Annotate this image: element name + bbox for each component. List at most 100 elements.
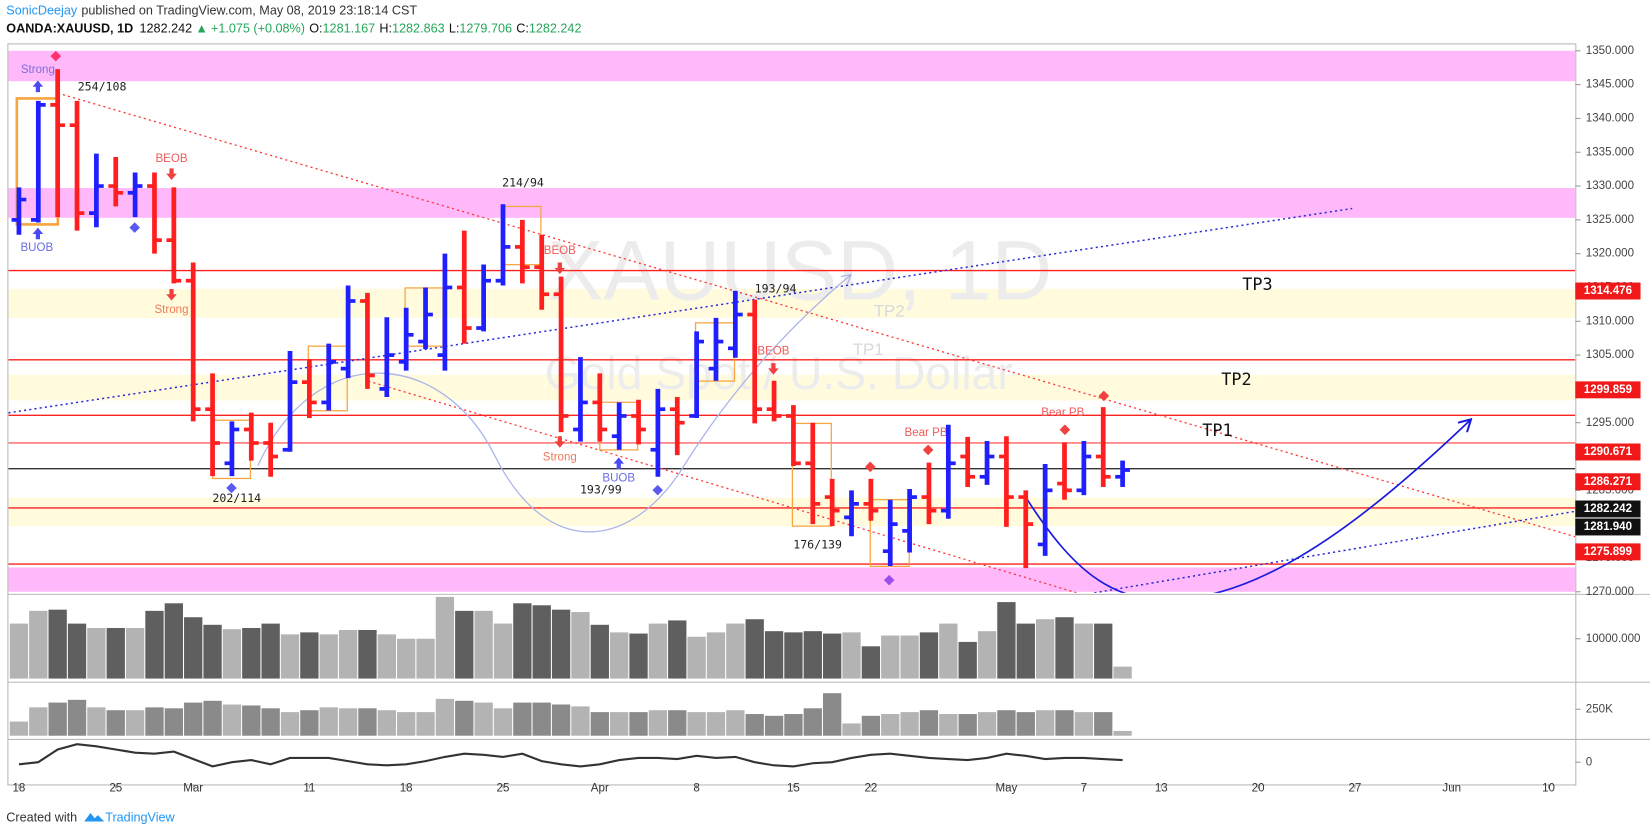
marker bbox=[883, 574, 895, 586]
price-label-box bbox=[1575, 381, 1641, 399]
volume-bar bbox=[106, 627, 125, 679]
y-tick-label: 1270.000 bbox=[1586, 585, 1634, 598]
volume-bar bbox=[610, 712, 629, 736]
zone bbox=[8, 374, 1576, 401]
zone bbox=[8, 288, 1576, 318]
price-label: 1282.242 bbox=[1584, 502, 1632, 515]
volume-bar bbox=[861, 646, 881, 679]
ohlc-label: H: bbox=[379, 22, 392, 36]
annotations: Strong BUOB 254/108 BEOB Strong 214/94 B… bbox=[20, 63, 1272, 552]
ohlc-label: O: bbox=[309, 22, 322, 36]
volume-bar bbox=[881, 635, 900, 679]
volume-bar bbox=[261, 623, 280, 679]
volume-bar bbox=[455, 700, 474, 736]
volume-bar bbox=[842, 632, 861, 679]
volume-bar bbox=[823, 693, 842, 736]
volume-bar bbox=[125, 627, 145, 679]
oscillator-line bbox=[18, 743, 1123, 768]
volume-bar bbox=[222, 629, 242, 679]
annotation: BEOB bbox=[544, 244, 576, 257]
marker bbox=[652, 484, 663, 496]
volume-bar bbox=[280, 634, 300, 679]
volume-bar bbox=[997, 602, 1016, 679]
volume-bar bbox=[358, 629, 377, 679]
annotation: BUOB bbox=[20, 241, 53, 254]
volume-bar bbox=[823, 633, 842, 679]
volume-bar bbox=[590, 712, 609, 736]
x-tick-label: 18 bbox=[13, 782, 26, 795]
volume-bar bbox=[455, 610, 474, 679]
marker bbox=[32, 227, 44, 240]
volume-bar bbox=[939, 623, 958, 679]
volume-bar bbox=[551, 704, 571, 736]
x-tick-label: 22 bbox=[864, 782, 877, 795]
price-label-box bbox=[1575, 443, 1641, 461]
x-tick-label: 10 bbox=[1542, 782, 1555, 795]
volume-bar bbox=[87, 627, 106, 679]
symbol: OANDA:XAUUSD, 1D bbox=[6, 22, 133, 36]
volume-bar bbox=[338, 629, 358, 679]
volume-bar bbox=[493, 623, 513, 679]
volume-bar bbox=[803, 631, 822, 679]
y-tick-label: 1310.000 bbox=[1586, 314, 1634, 327]
author[interactable]: SonicDeejay bbox=[6, 4, 78, 18]
volume-bar bbox=[977, 631, 997, 679]
x-tick-label: 18 bbox=[400, 782, 413, 795]
volume-bar bbox=[184, 617, 203, 679]
symbol-line: OANDA:XAUUSD, 1D 1282.242 ▲ +1.075 (+0.08%)… bbox=[6, 22, 581, 36]
price-label: 1299.859 bbox=[1584, 383, 1633, 396]
x-tick-label: 20 bbox=[1252, 782, 1265, 795]
volume-bar bbox=[900, 712, 919, 736]
trend-line bbox=[1094, 510, 1576, 593]
volume-bar bbox=[629, 633, 648, 679]
annotation: Strong bbox=[21, 63, 55, 76]
footer-brand[interactable]: TradingView bbox=[105, 811, 175, 825]
ohlc-value: 1281.167 bbox=[323, 22, 376, 36]
price-label-box bbox=[1575, 473, 1641, 491]
volume-bar bbox=[532, 702, 551, 736]
price-label: 1314.476 bbox=[1584, 284, 1633, 297]
volume-bar bbox=[242, 705, 261, 736]
volume-bar bbox=[1113, 730, 1132, 736]
annotation: 193/94 bbox=[755, 281, 797, 295]
volume-bar bbox=[416, 638, 435, 679]
volume-bar bbox=[67, 623, 87, 679]
y-tick-label: 1340.000 bbox=[1586, 111, 1634, 124]
last-price: 1282.242 bbox=[140, 22, 193, 36]
zone bbox=[8, 188, 1576, 218]
volume-bar bbox=[1094, 623, 1113, 679]
annotation: 254/108 bbox=[78, 79, 127, 93]
watermark-name: Gold Spot / U.S. Dollar bbox=[545, 347, 1013, 399]
x-tick-label: Jun bbox=[1442, 782, 1461, 795]
footer-text: Created with bbox=[6, 811, 77, 825]
y-tick-label: 1335.000 bbox=[1586, 145, 1634, 158]
annotation: 202/114 bbox=[212, 491, 261, 505]
volume-bar bbox=[1016, 623, 1035, 679]
footer-logo bbox=[84, 813, 105, 822]
volume-bar bbox=[977, 712, 997, 736]
annotation: BEOB bbox=[155, 152, 187, 165]
volume-bar bbox=[48, 609, 67, 679]
y-tick-label: 1295.000 bbox=[1586, 416, 1634, 429]
volume-bar bbox=[803, 708, 822, 736]
volume-bar bbox=[338, 708, 358, 736]
volume-bar bbox=[1113, 666, 1132, 679]
volume-bar bbox=[571, 612, 590, 679]
x-tick-label: 7 bbox=[1081, 782, 1087, 795]
trend-line bbox=[368, 380, 1079, 593]
volume-bar bbox=[648, 710, 668, 736]
annotation: BEOB bbox=[757, 344, 789, 357]
annotation: Strong bbox=[154, 303, 188, 316]
annotation: TP3 bbox=[1242, 274, 1272, 294]
volume-bar bbox=[842, 723, 861, 736]
annotation: Bear PB bbox=[1041, 406, 1084, 419]
volume-bar bbox=[164, 708, 183, 736]
volume-bar bbox=[881, 714, 900, 736]
volume-bar bbox=[648, 623, 668, 679]
volume-bar bbox=[629, 712, 648, 736]
volume-bar bbox=[958, 714, 977, 736]
volume-bar bbox=[184, 702, 203, 736]
published: published on TradingView.com, May 08, 20… bbox=[81, 4, 417, 18]
volume-bar bbox=[377, 634, 396, 679]
price-label-box bbox=[1575, 518, 1641, 536]
